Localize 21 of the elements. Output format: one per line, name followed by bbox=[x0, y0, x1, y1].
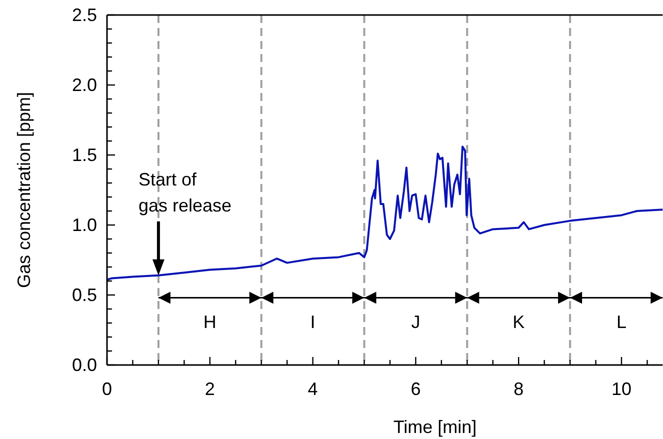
x-axis-title: Time [min] bbox=[393, 417, 477, 437]
annotation: Start of gas release bbox=[138, 169, 232, 216]
line-series bbox=[107, 146, 663, 281]
x-tick-label: 2 bbox=[204, 379, 215, 399]
x-tick-label: 10 bbox=[611, 379, 632, 399]
x-tick-label: 6 bbox=[410, 379, 421, 399]
y-tick-label: 0.0 bbox=[72, 355, 97, 375]
y-axis-title: Gas concentration [ppm] bbox=[14, 92, 34, 288]
y-tick-label: 1.5 bbox=[72, 145, 97, 165]
x-tick-label: 4 bbox=[308, 379, 318, 399]
x-tick-label: 0 bbox=[102, 379, 112, 399]
annotation: L bbox=[616, 312, 627, 332]
x-tick-label: 8 bbox=[514, 379, 524, 399]
y-tick-label: 0.5 bbox=[72, 285, 97, 305]
annotation: J bbox=[411, 312, 420, 332]
annotation: K bbox=[512, 312, 525, 332]
annotation: I bbox=[310, 312, 316, 332]
annotation: H bbox=[203, 312, 216, 332]
y-tick-label: 2.5 bbox=[72, 5, 97, 25]
y-tick-label: 1.0 bbox=[72, 215, 97, 235]
y-tick-label: 2.0 bbox=[72, 75, 97, 95]
